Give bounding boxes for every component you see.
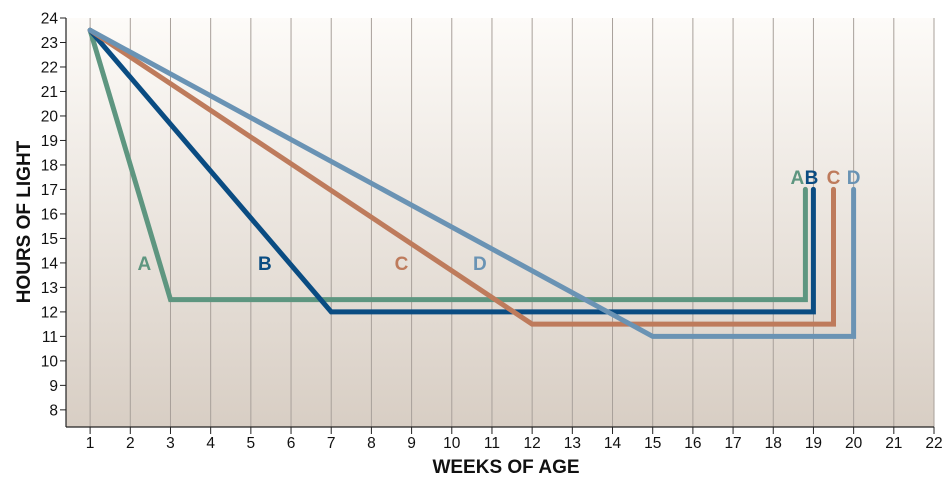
x-tick-label: 1 bbox=[86, 435, 95, 452]
y-tick-label: 13 bbox=[41, 280, 58, 297]
y-tick-label: 17 bbox=[41, 182, 58, 199]
x-tick-label: 7 bbox=[327, 435, 336, 452]
x-tick-label: 22 bbox=[925, 435, 942, 452]
y-tick-label: 21 bbox=[41, 84, 58, 101]
y-tick-label: 23 bbox=[41, 35, 58, 52]
x-tick-label: 10 bbox=[443, 435, 461, 452]
x-tick-label: 18 bbox=[765, 435, 782, 452]
x-tick-label: 20 bbox=[845, 435, 863, 452]
x-axis-title: WEEKS OF AGE bbox=[432, 457, 579, 478]
y-tick-label: 11 bbox=[42, 329, 58, 346]
y-tick-label: 15 bbox=[41, 231, 58, 248]
x-tick-label: 14 bbox=[604, 435, 622, 452]
axes: 1 2 3 4 5 6 7 8 9 10 11 12 13 14 15 16 17 18 19 20 21 2289101… bbox=[41, 11, 943, 453]
y-tick-label: 20 bbox=[41, 108, 59, 125]
y-axis-title: HOURS OF LIGHT bbox=[14, 140, 35, 303]
y-tick-label: 10 bbox=[41, 353, 59, 370]
series-label-a-2: A bbox=[791, 168, 805, 189]
y-tick-label: 16 bbox=[41, 206, 58, 223]
x-tick-label: 6 bbox=[287, 435, 296, 452]
series-line-a bbox=[87, 27, 808, 303]
x-tick-label: 11 bbox=[484, 435, 500, 452]
series-lines bbox=[87, 27, 857, 339]
x-tick-label: 3 bbox=[166, 435, 175, 452]
x-tick-label: 12 bbox=[524, 435, 541, 452]
y-tick-label: 14 bbox=[41, 255, 59, 272]
series-line-d bbox=[87, 27, 857, 339]
series-line-b bbox=[87, 27, 816, 315]
y-tick-label: 12 bbox=[41, 304, 58, 321]
y-tick-label: 18 bbox=[41, 157, 58, 174]
series-label-d-1: D bbox=[473, 254, 487, 275]
x-tick-label: 2 bbox=[126, 435, 135, 452]
y-tick-label: 22 bbox=[41, 59, 58, 76]
series-label-b-1: B bbox=[258, 254, 272, 275]
series-label-c-2: C bbox=[827, 168, 841, 189]
x-tick-label: 4 bbox=[206, 435, 215, 452]
y-tick-label: 8 bbox=[49, 402, 58, 419]
x-tick-label: 16 bbox=[684, 435, 701, 452]
series-label-c-1: C bbox=[395, 254, 409, 275]
x-tick-label: 8 bbox=[367, 435, 376, 452]
series-line-c bbox=[87, 27, 836, 327]
x-tick-label: 15 bbox=[644, 435, 661, 452]
series-label-b-2: B bbox=[805, 168, 819, 189]
x-tick-label: 19 bbox=[805, 435, 822, 452]
series-label-a-1: A bbox=[137, 254, 151, 275]
y-tick-label: 9 bbox=[49, 378, 58, 395]
y-tick-label: 19 bbox=[41, 133, 58, 150]
x-tick-label: 21 bbox=[885, 435, 902, 452]
x-tick-label: 9 bbox=[407, 435, 416, 452]
y-tick-label: 24 bbox=[41, 11, 59, 28]
x-tick-label: 13 bbox=[564, 435, 581, 452]
x-tick-label: 17 bbox=[724, 435, 741, 452]
series-label-d-2: D bbox=[847, 168, 861, 189]
x-tick-label: 5 bbox=[247, 435, 256, 452]
